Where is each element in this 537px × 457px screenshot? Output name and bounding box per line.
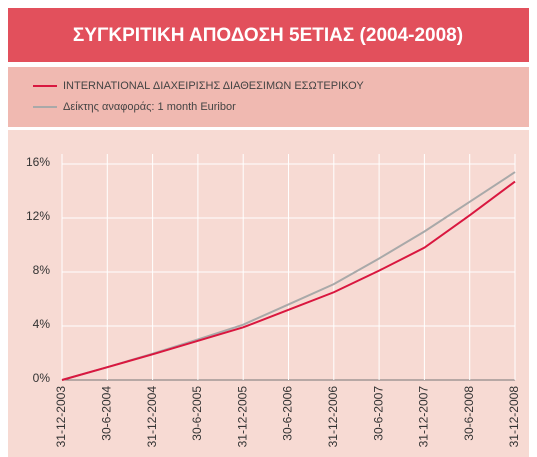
x-tick-label: 30-6-2006: [281, 386, 295, 441]
y-tick-label: 4%: [33, 317, 51, 331]
plot-area: [8, 130, 529, 457]
x-tick-label: 30-6-2007: [371, 386, 385, 441]
y-tick-label: 8%: [33, 263, 51, 277]
y-tick-label: 0%: [33, 371, 51, 385]
legend-label: INTERNATIONAL ΔΙΑΧΕΙΡΙΣΗΣ ΔΙΑΘΕΣΙΜΩΝ ΕΣΩ…: [63, 80, 364, 92]
y-tick-label: 12%: [26, 209, 50, 223]
legend-label: Δείκτης αναφοράς: 1 month Euribor: [63, 101, 236, 113]
chart-title: ΣΥΓΚΡΙΤΙΚΗ ΑΠΟΔΟΣΗ 5ΕΤΙΑΣ (2004-2008): [73, 25, 463, 46]
series-line: [61, 180, 516, 381]
y-tick-label: 16%: [26, 155, 50, 169]
x-tick-label: 31-12-2007: [417, 386, 431, 448]
x-tick-label: 31-12-2006: [326, 386, 340, 448]
x-tick-label: 30-6-2004: [99, 386, 113, 441]
x-tick-label: 30-6-2005: [190, 386, 204, 441]
x-tick-label: 31-12-2008: [507, 386, 521, 448]
x-tick-label: 31-12-2004: [145, 386, 159, 448]
title-banner: [8, 8, 529, 62]
legend-area: [8, 67, 529, 127]
x-tick-label: 30-6-2008: [462, 386, 476, 441]
x-tick-label: 31-12-2005: [235, 386, 249, 448]
x-tick-label: 31-12-2003: [54, 386, 68, 448]
